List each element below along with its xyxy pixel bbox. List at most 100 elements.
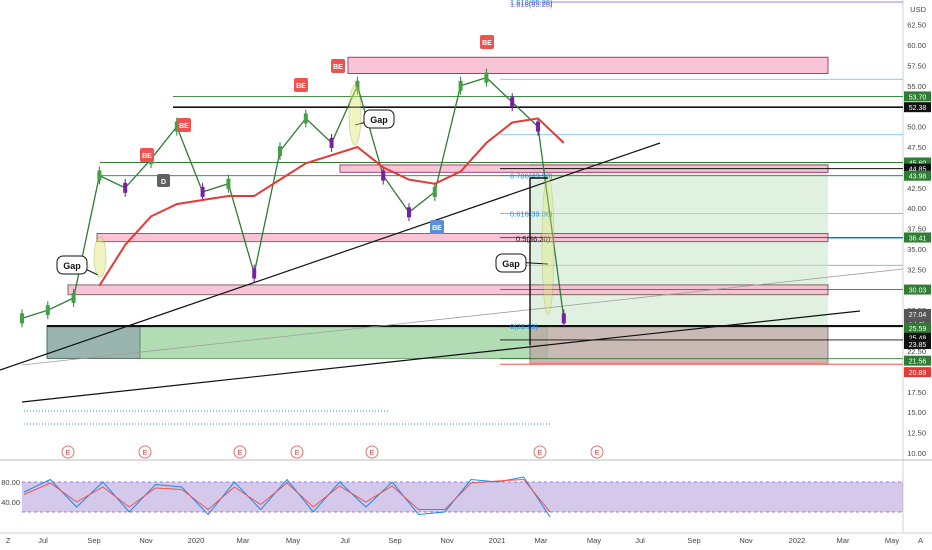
- gap-callout-3-label: Gap: [502, 259, 520, 269]
- fib-top-label: 1.618(65.26): [510, 0, 553, 9]
- time-tick-label: 2021: [489, 536, 506, 545]
- candle-body: [510, 97, 515, 108]
- price-tag[interactable]: [904, 322, 931, 333]
- price-series-line: [21, 76, 565, 320]
- price-tag[interactable]: [904, 332, 931, 343]
- earnings-marker[interactable]: [61, 445, 75, 459]
- price-tag[interactable]: [904, 170, 931, 181]
- trendline-lower: [21, 310, 861, 403]
- gap-highlight: [93, 236, 107, 278]
- gap-callout-3-bubble: [495, 253, 527, 273]
- zone-resistance: [347, 56, 829, 75]
- earnings-marker[interactable]: [533, 445, 547, 459]
- earnings-marker-label: E: [238, 450, 243, 457]
- price-tick-label: 40.00: [907, 204, 926, 213]
- time-tick-label: Mar: [535, 536, 548, 545]
- trendline-upper: [0, 142, 661, 371]
- price-tag[interactable]: [904, 355, 931, 366]
- candle-body: [278, 146, 282, 157]
- price-tick-label: 17.50: [907, 388, 926, 397]
- trendline-grey: [21, 268, 904, 366]
- oscillator-tick-label: 40.00: [1, 498, 20, 507]
- earnings-marker-label: E: [295, 450, 300, 457]
- be-marker-box: [331, 59, 345, 73]
- time-axis[interactable]: Jul Sep Nov 2020 Mar May Jul Sep Nov 2021 Mar May Ju…: [6, 536, 923, 545]
- time-tick-label: May: [885, 536, 899, 545]
- price-tag[interactable]: [904, 284, 931, 295]
- price-tick-label: 55.00: [907, 82, 926, 91]
- time-axis-corner-left: Z: [6, 536, 11, 545]
- measure-bracket: [529, 177, 548, 345]
- price-tag-label: 30.03: [909, 288, 927, 295]
- be-marker-label: BE: [142, 153, 152, 160]
- fib-retracement-zone: [530, 162, 828, 326]
- oscillator-band: [22, 482, 903, 512]
- price-tick-label: 50.00: [907, 123, 926, 132]
- time-tick-label: Nov: [440, 536, 454, 545]
- candle-body: [458, 80, 463, 91]
- price-tag[interactable]: [904, 157, 931, 168]
- time-tick-label: May: [587, 536, 601, 545]
- price-tick-label: 12.50: [907, 429, 926, 438]
- gap-callout-2-label: Gap: [370, 115, 388, 125]
- price-tag-label: 52.38: [909, 105, 927, 112]
- be-marker-label: BE: [482, 40, 492, 47]
- stop-zone: [530, 361, 828, 365]
- price-tag-label: 20.89: [909, 370, 927, 377]
- be-marker-label: BE: [296, 83, 306, 90]
- earnings-marker[interactable]: [590, 445, 604, 459]
- candle-body: [71, 292, 76, 303]
- time-tick-label: 2020: [188, 536, 205, 545]
- time-tick-label: Jul: [340, 536, 350, 545]
- be-marker-box: [294, 78, 308, 92]
- candle-body: [432, 186, 437, 197]
- price-tag[interactable]: [904, 102, 931, 113]
- price-tick-label: 32.50: [907, 265, 926, 274]
- be-marker-box: [140, 148, 154, 162]
- time-tick-label: Sep: [687, 536, 700, 545]
- candle-body: [561, 313, 566, 324]
- price-tag[interactable]: [904, 232, 931, 243]
- price-tag[interactable]: [904, 308, 931, 319]
- price-tick-label: 57.50: [907, 61, 926, 70]
- be-marker-box: [480, 35, 494, 49]
- price-tag[interactable]: [904, 338, 931, 349]
- price-tag-label: 36.41: [909, 235, 927, 242]
- demand-zone-grey: [46, 325, 141, 359]
- earnings-marker[interactable]: [365, 445, 379, 459]
- price-tag[interactable]: [904, 163, 931, 174]
- d-marker-label: D: [161, 179, 166, 186]
- price-tick-label: 62.50: [907, 21, 926, 30]
- candle-body: [536, 121, 540, 132]
- ema-line: [98, 117, 565, 287]
- earnings-marker[interactable]: [233, 445, 247, 459]
- price-axis[interactable]: USD1.618(65.26)62.5060.0057.5055.0052.50…: [510, 0, 931, 458]
- earnings-marker-label: E: [370, 450, 375, 457]
- price-tag-label: 23.85: [909, 342, 927, 349]
- oscillator-pane[interactable]: 80.00 40.00: [1, 476, 903, 518]
- gap-highlight: [348, 84, 362, 146]
- time-tick-label: Sep: [87, 536, 100, 545]
- candle-body: [381, 170, 386, 181]
- time-tick-label: 2022: [789, 536, 806, 545]
- candle-body: [484, 72, 489, 83]
- candle-body: [407, 207, 411, 218]
- earnings-marker-label: E: [66, 450, 71, 457]
- price-tick-label: 37.50: [907, 225, 926, 234]
- price-tag-label: 21.56: [909, 359, 927, 366]
- time-tick-label: Mar: [837, 536, 850, 545]
- price-tag[interactable]: [904, 367, 931, 378]
- time-tick-label: May: [286, 536, 300, 545]
- price-tag[interactable]: [904, 91, 931, 102]
- earnings-marker[interactable]: [138, 445, 152, 459]
- price-tick-label: 60.00: [907, 41, 926, 50]
- fib-label: 0.618(39.36): [510, 209, 553, 218]
- time-axis-corner-right: A: [918, 536, 923, 545]
- earnings-marker[interactable]: [290, 445, 304, 459]
- price-tick-label: 15.00: [907, 408, 926, 417]
- be-marker-box-blue: [430, 220, 444, 234]
- fib-label: 0.786(43.98): [510, 172, 553, 181]
- be-marker-label: BE: [333, 64, 343, 71]
- price-pane[interactable]: 1.618(65.26) 0.786(43.98) 0.618(39.36) 0.5(…: [0, 0, 932, 534]
